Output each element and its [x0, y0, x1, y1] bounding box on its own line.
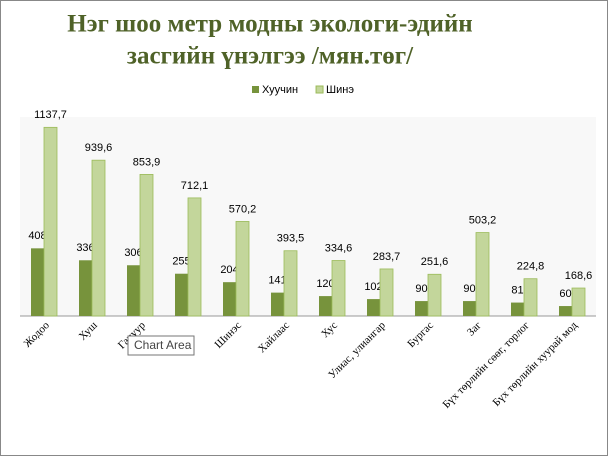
bar: [571, 287, 586, 317]
data-label: 90: [463, 283, 475, 295]
bar: [283, 250, 298, 317]
data-label: 712,1: [181, 180, 209, 192]
bar: [379, 268, 394, 317]
bar: [127, 265, 140, 316]
bar: [139, 173, 154, 317]
bar: [331, 260, 346, 317]
bar: [187, 197, 202, 317]
legend-swatch: [252, 86, 259, 93]
data-label: 102: [364, 281, 382, 293]
bar: [31, 248, 44, 316]
bar: [79, 260, 92, 316]
bar: [271, 292, 284, 316]
data-label: 336: [76, 242, 94, 254]
bar: [235, 221, 250, 317]
data-label: 853,9: [133, 156, 161, 168]
data-label: 283,7: [373, 251, 401, 263]
bar: [415, 301, 428, 316]
data-label: 81: [511, 284, 523, 296]
data-label: 120: [316, 278, 334, 290]
bar: [175, 273, 188, 316]
data-label: 334,6: [325, 242, 353, 254]
data-label: 141: [268, 275, 286, 287]
bar: [223, 282, 236, 316]
bar: [43, 126, 58, 317]
data-label: 90: [415, 283, 427, 295]
data-label: 393,5: [277, 233, 305, 245]
bar: [319, 296, 332, 316]
data-label: 503,2: [469, 214, 497, 226]
data-label: 251,6: [421, 256, 449, 268]
data-label: 224,8: [517, 261, 545, 273]
bar: [511, 302, 524, 316]
legend-label: Хуучин: [262, 84, 298, 96]
bar: [463, 301, 476, 316]
data-label: 204: [220, 264, 238, 276]
chart-title: засгийн үнэлгээ /мян.төг/: [127, 43, 414, 70]
bar: [367, 299, 380, 316]
data-label: 1137,7: [34, 109, 67, 121]
legend-label: Шинэ: [326, 84, 354, 96]
data-label: 60: [559, 288, 571, 300]
bar: [475, 232, 490, 317]
bar: [427, 273, 442, 317]
data-label: 939,6: [85, 142, 113, 154]
data-label: 168,6: [565, 270, 593, 282]
bar: [559, 306, 572, 316]
data-label: 408: [28, 230, 46, 242]
data-label: 306: [124, 247, 142, 259]
tooltip: Chart Area: [134, 338, 192, 352]
legend-swatch: [315, 85, 324, 94]
chart-title: Нэг шоо метр модны экологи-эдийн: [67, 11, 472, 38]
bar: [91, 159, 106, 317]
data-label: 255: [172, 256, 190, 268]
bar: [523, 278, 538, 317]
data-label: 570,2: [229, 203, 257, 215]
plot-area: [20, 117, 596, 316]
tooltip-box: [127, 335, 195, 356]
